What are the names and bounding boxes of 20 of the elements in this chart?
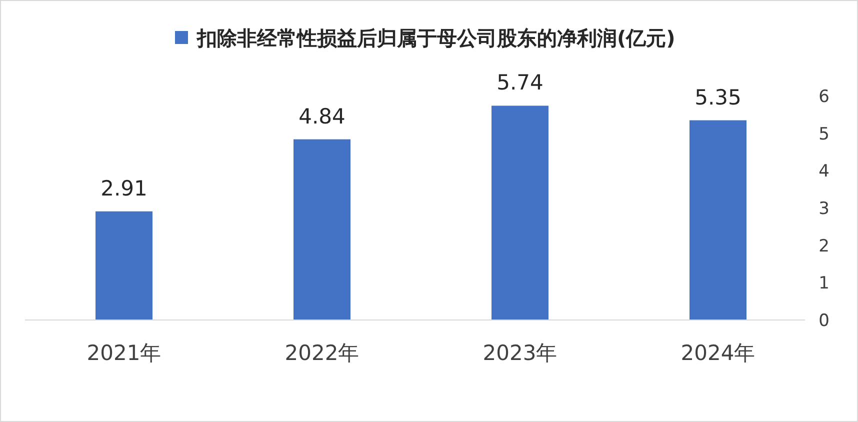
bar xyxy=(294,139,350,320)
bar xyxy=(690,120,746,320)
y-tick-label: 0 xyxy=(818,311,830,331)
legend-label: 扣除非经常性损益后归属于母公司股东的净利润(亿元) xyxy=(196,26,676,50)
x-tick-label: 2024年 xyxy=(680,341,756,365)
data-label: 5.35 xyxy=(694,85,742,110)
y-tick-label: 1 xyxy=(818,274,830,294)
y-tick-label: 3 xyxy=(818,199,830,219)
y-tick-label: 6 xyxy=(818,87,830,107)
x-tick-label: 2023年 xyxy=(482,341,558,365)
x-tick-label: 2022年 xyxy=(284,341,360,365)
data-label: 5.74 xyxy=(496,70,544,95)
x-tick-label: 2021年 xyxy=(86,341,162,365)
bar xyxy=(96,211,152,320)
bar xyxy=(492,106,548,320)
data-label: 2.91 xyxy=(100,176,148,200)
y-tick-label: 5 xyxy=(818,124,830,144)
y-tick-label: 2 xyxy=(818,236,830,256)
y-tick-label: 4 xyxy=(818,162,830,182)
data-label: 4.84 xyxy=(298,104,346,128)
